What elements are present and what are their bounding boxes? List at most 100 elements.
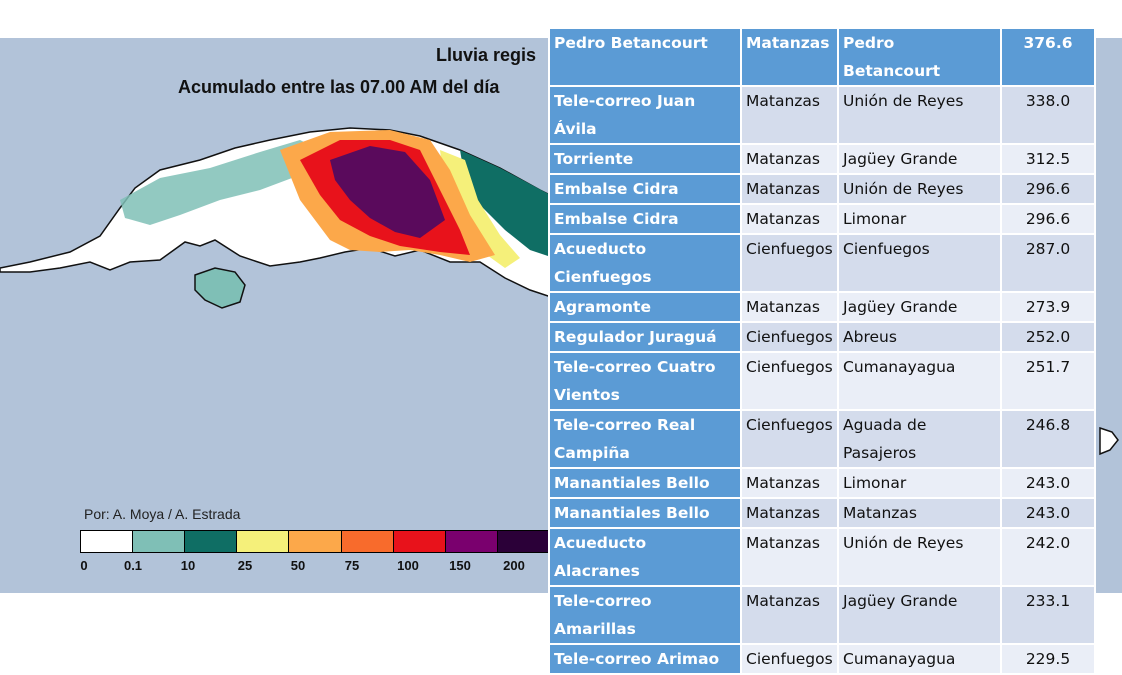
rainfall-value-cell: 233.1 (1000, 585, 1096, 645)
table-row: Tele-correo Juan Ávila Matanzas Unión de R… (548, 85, 1096, 145)
rainfall-value-cell: 242.0 (1000, 527, 1096, 587)
table-row: Acueducto Alacranes Matanzas Unión de Reye… (548, 527, 1096, 587)
rainfall-value-cell: 243.0 (1000, 497, 1096, 529)
station-cell: Torriente (548, 143, 742, 175)
legend-tick-label: 200 (503, 558, 525, 573)
rainfall-value-cell: 229.5 (1000, 643, 1096, 675)
municipality-cell: Jagüey Grande (837, 585, 1002, 645)
municipality-cell: Unión de Reyes (837, 527, 1002, 587)
map-credit: Por: A. Moya / A. Estrada (84, 506, 241, 522)
province-cell: Cienfuegos (740, 321, 839, 353)
station-cell: Acueducto Alacranes (548, 527, 742, 587)
table-row: Tele-correo Cuatro Vientos Cienfuegos Cuma… (548, 351, 1096, 411)
municipality-cell: Cumanayagua (837, 643, 1002, 675)
province-cell: Cienfuegos (740, 351, 839, 411)
station-cell: Manantiales Bello (548, 497, 742, 529)
legend-colorbar (80, 530, 550, 553)
municipality-cell: Pedro Betancourt (837, 27, 1002, 87)
legend-swatch (133, 531, 186, 552)
station-cell: Tele-correo Real Campiña (548, 409, 742, 469)
province-cell: Matanzas (740, 497, 839, 529)
province-cell: Matanzas (740, 291, 839, 323)
province-cell: Matanzas (740, 527, 839, 587)
rainfall-value-cell: 252.0 (1000, 321, 1096, 353)
municipality-cell: Abreus (837, 321, 1002, 353)
rainfall-value-cell: 251.7 (1000, 351, 1096, 411)
legend-swatch (393, 531, 446, 552)
station-cell: Pedro Betancourt (548, 27, 742, 87)
map-graphic (0, 127, 1119, 456)
legend-ticks: 0 0.1 10 25 50 75 100 150 200 (0, 558, 560, 578)
municipality-cell: Aguada de Pasajeros (837, 409, 1002, 469)
table-row: Embalse Cidra Matanzas Limonar 296.6 (548, 203, 1096, 235)
table-row: Agramonte Matanzas Jagüey Grande 273.9 (548, 291, 1096, 323)
table-row: Torriente Matanzas Jagüey Grande 312.5 (548, 143, 1096, 175)
station-cell: Tele-correo Amarillas (548, 585, 742, 645)
table-row: Tele-correo Arimao Cienfuegos Cumanayagua 2… (548, 643, 1096, 675)
rain-yellow-zone (440, 150, 520, 268)
province-cell: Matanzas (740, 203, 839, 235)
province-cell: Matanzas (740, 27, 839, 87)
municipality-cell: Jagüey Grande (837, 291, 1002, 323)
station-cell: Acueducto Cienfuegos (548, 233, 742, 293)
table-row: Regulador Juraguá Cienfuegos Abreus 252.0 (548, 321, 1096, 353)
table-row: Acueducto Cienfuegos Cienfuegos Cienfuegos… (548, 233, 1096, 293)
province-cell: Matanzas (740, 467, 839, 499)
legend-tick-label: 100 (397, 558, 419, 573)
legend-tick-label: 75 (344, 558, 360, 573)
legend-tick-label: 25 (237, 558, 253, 573)
legend-tick-label: 0.1 (123, 558, 143, 573)
legend-swatch (185, 531, 238, 552)
isle-of-youth (194, 267, 246, 309)
municipality-cell: Unión de Reyes (837, 173, 1002, 205)
legend-swatch (341, 531, 394, 552)
province-cell: Cienfuegos (740, 233, 839, 293)
province-cell: Matanzas (740, 585, 839, 645)
rainfall-value-cell: 273.9 (1000, 291, 1096, 323)
legend-tick-label: 10 (180, 558, 196, 573)
province-cell: Matanzas (740, 143, 839, 175)
legend-swatch (81, 531, 134, 552)
legend-swatch (445, 531, 498, 552)
municipality-cell: Cumanayagua (837, 351, 1002, 411)
station-cell: Tele-correo Juan Ávila (548, 85, 742, 145)
legend-swatch (289, 531, 342, 552)
province-cell: Cienfuegos (740, 409, 839, 469)
station-cell: Embalse Cidra (548, 203, 742, 235)
rainfall-value-cell: 287.0 (1000, 233, 1096, 293)
rain-purple-zone (330, 146, 445, 238)
table-row: Pedro Betancourt Matanzas Pedro Betancourt… (548, 27, 1096, 87)
rainfall-value-cell: 296.6 (1000, 173, 1096, 205)
table-row: Manantiales Bello Matanzas Limonar 243.0 (548, 467, 1096, 499)
table-row: Tele-correo Amarillas Matanzas Jagüey Gran… (548, 585, 1096, 645)
station-cell: Regulador Juraguá (548, 321, 742, 353)
legend-swatch (497, 531, 549, 552)
eastern-shore (1099, 426, 1119, 456)
rainfall-value-cell: 246.8 (1000, 409, 1096, 469)
rainfall-table: Pedro Betancourt Matanzas Pedro Betancourt… (548, 27, 1096, 675)
table-row: Embalse Cidra Matanzas Unión de Reyes 296.6 (548, 173, 1096, 205)
municipality-cell: Jagüey Grande (837, 143, 1002, 175)
legend-tick-label: 50 (290, 558, 306, 573)
station-cell: Manantiales Bello (548, 467, 742, 499)
province-cell: Matanzas (740, 85, 839, 145)
rainfall-value-cell: 338.0 (1000, 85, 1096, 145)
legend-tick-label: 0 (80, 558, 88, 573)
municipality-cell: Matanzas (837, 497, 1002, 529)
station-cell: Tele-correo Cuatro Vientos (548, 351, 742, 411)
rainfall-value-cell: 312.5 (1000, 143, 1096, 175)
station-cell: Embalse Cidra (548, 173, 742, 205)
station-cell: Agramonte (548, 291, 742, 323)
legend-tick-label: 150 (449, 558, 471, 573)
rainfall-value-cell: 296.6 (1000, 203, 1096, 235)
rain-light-zone (120, 140, 320, 225)
station-cell: Tele-correo Arimao (548, 643, 742, 675)
legend-swatch (237, 531, 290, 552)
municipality-cell: Limonar (837, 203, 1002, 235)
province-cell: Cienfuegos (740, 643, 839, 675)
rainfall-value-cell: 243.0 (1000, 467, 1096, 499)
province-cell: Matanzas (740, 173, 839, 205)
municipality-cell: Unión de Reyes (837, 85, 1002, 145)
table-row: Manantiales Bello Matanzas Matanzas 243.0 (548, 497, 1096, 529)
municipality-cell: Cienfuegos (837, 233, 1002, 293)
